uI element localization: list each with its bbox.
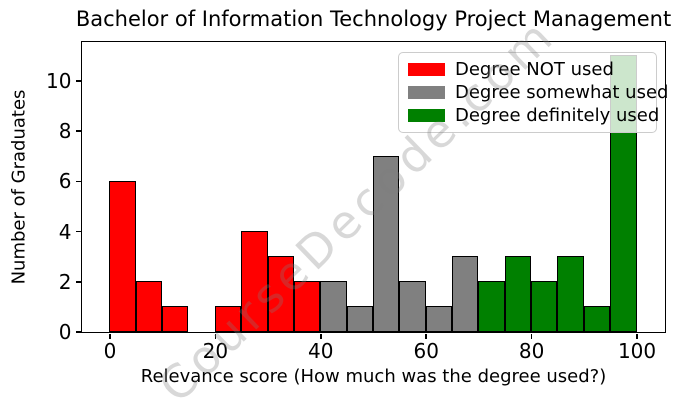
x-tick-label: 100 bbox=[617, 339, 657, 363]
legend-item: Degree somewhat used bbox=[408, 82, 668, 103]
histogram-bar bbox=[241, 231, 268, 332]
y-tick-mark bbox=[75, 180, 81, 183]
y-tick-mark bbox=[75, 230, 81, 233]
x-tick-label: 80 bbox=[518, 339, 545, 363]
legend-swatch-icon bbox=[408, 63, 445, 76]
x-tick-mark bbox=[214, 333, 217, 339]
histogram-bar bbox=[293, 281, 321, 332]
y-tick-label: 10 bbox=[46, 68, 72, 93]
x-tick-label: 20 bbox=[202, 339, 229, 363]
histogram-bar bbox=[109, 180, 136, 332]
histogram-bar bbox=[478, 281, 505, 332]
x-tick-label: 40 bbox=[308, 339, 334, 363]
chart-title: Bachelor of Information Technology Proje… bbox=[75, 7, 672, 31]
histogram-bar bbox=[452, 256, 479, 332]
legend-label: Degree definitely used bbox=[455, 105, 660, 126]
x-tick-label: 0 bbox=[103, 339, 117, 363]
x-tick-mark bbox=[320, 333, 322, 339]
histogram-bar bbox=[162, 306, 189, 332]
x-tick-mark bbox=[109, 333, 111, 339]
legend-label: Degree somewhat used bbox=[455, 82, 669, 103]
y-tick-label: 2 bbox=[58, 269, 72, 294]
y-tick-mark bbox=[75, 331, 81, 333]
legend: Degree NOT used Degree somewhat used Degre… bbox=[398, 52, 668, 133]
legend-label: Degree NOT used bbox=[455, 59, 614, 80]
histogram-bar bbox=[399, 281, 426, 332]
histogram-bar bbox=[373, 155, 400, 332]
legend-item: Degree definitely used bbox=[408, 105, 659, 126]
histogram-bar bbox=[583, 306, 611, 332]
y-tick-label: 0 bbox=[58, 320, 72, 344]
legend-item: Degree NOT used bbox=[408, 59, 647, 80]
y-tick-label: 4 bbox=[58, 219, 72, 244]
histogram-bar bbox=[425, 306, 453, 332]
histogram-bar bbox=[504, 256, 532, 332]
y-tick-mark bbox=[75, 80, 81, 82]
x-axis-label: Relevance score (How much was the degree… bbox=[140, 366, 607, 387]
legend-swatch-icon bbox=[408, 109, 445, 122]
histogram-bar bbox=[531, 281, 558, 332]
y-tick-mark bbox=[75, 130, 81, 132]
y-tick-label: 6 bbox=[58, 169, 72, 194]
x-tick-mark bbox=[636, 333, 638, 339]
histogram-bar bbox=[135, 281, 163, 332]
histogram-bar bbox=[346, 306, 373, 332]
y-tick-label: 8 bbox=[58, 119, 72, 144]
x-tick-label: 60 bbox=[413, 339, 439, 363]
y-tick-mark bbox=[75, 281, 81, 283]
histogram-bar bbox=[267, 256, 294, 332]
x-tick-mark bbox=[530, 333, 533, 339]
y-axis-label: Number of Graduates bbox=[8, 89, 30, 285]
histogram-bar bbox=[557, 256, 584, 332]
legend-swatch-icon bbox=[408, 86, 445, 99]
histogram-bar bbox=[320, 281, 347, 332]
histogram-bar bbox=[214, 306, 242, 332]
x-tick-mark bbox=[425, 333, 427, 339]
